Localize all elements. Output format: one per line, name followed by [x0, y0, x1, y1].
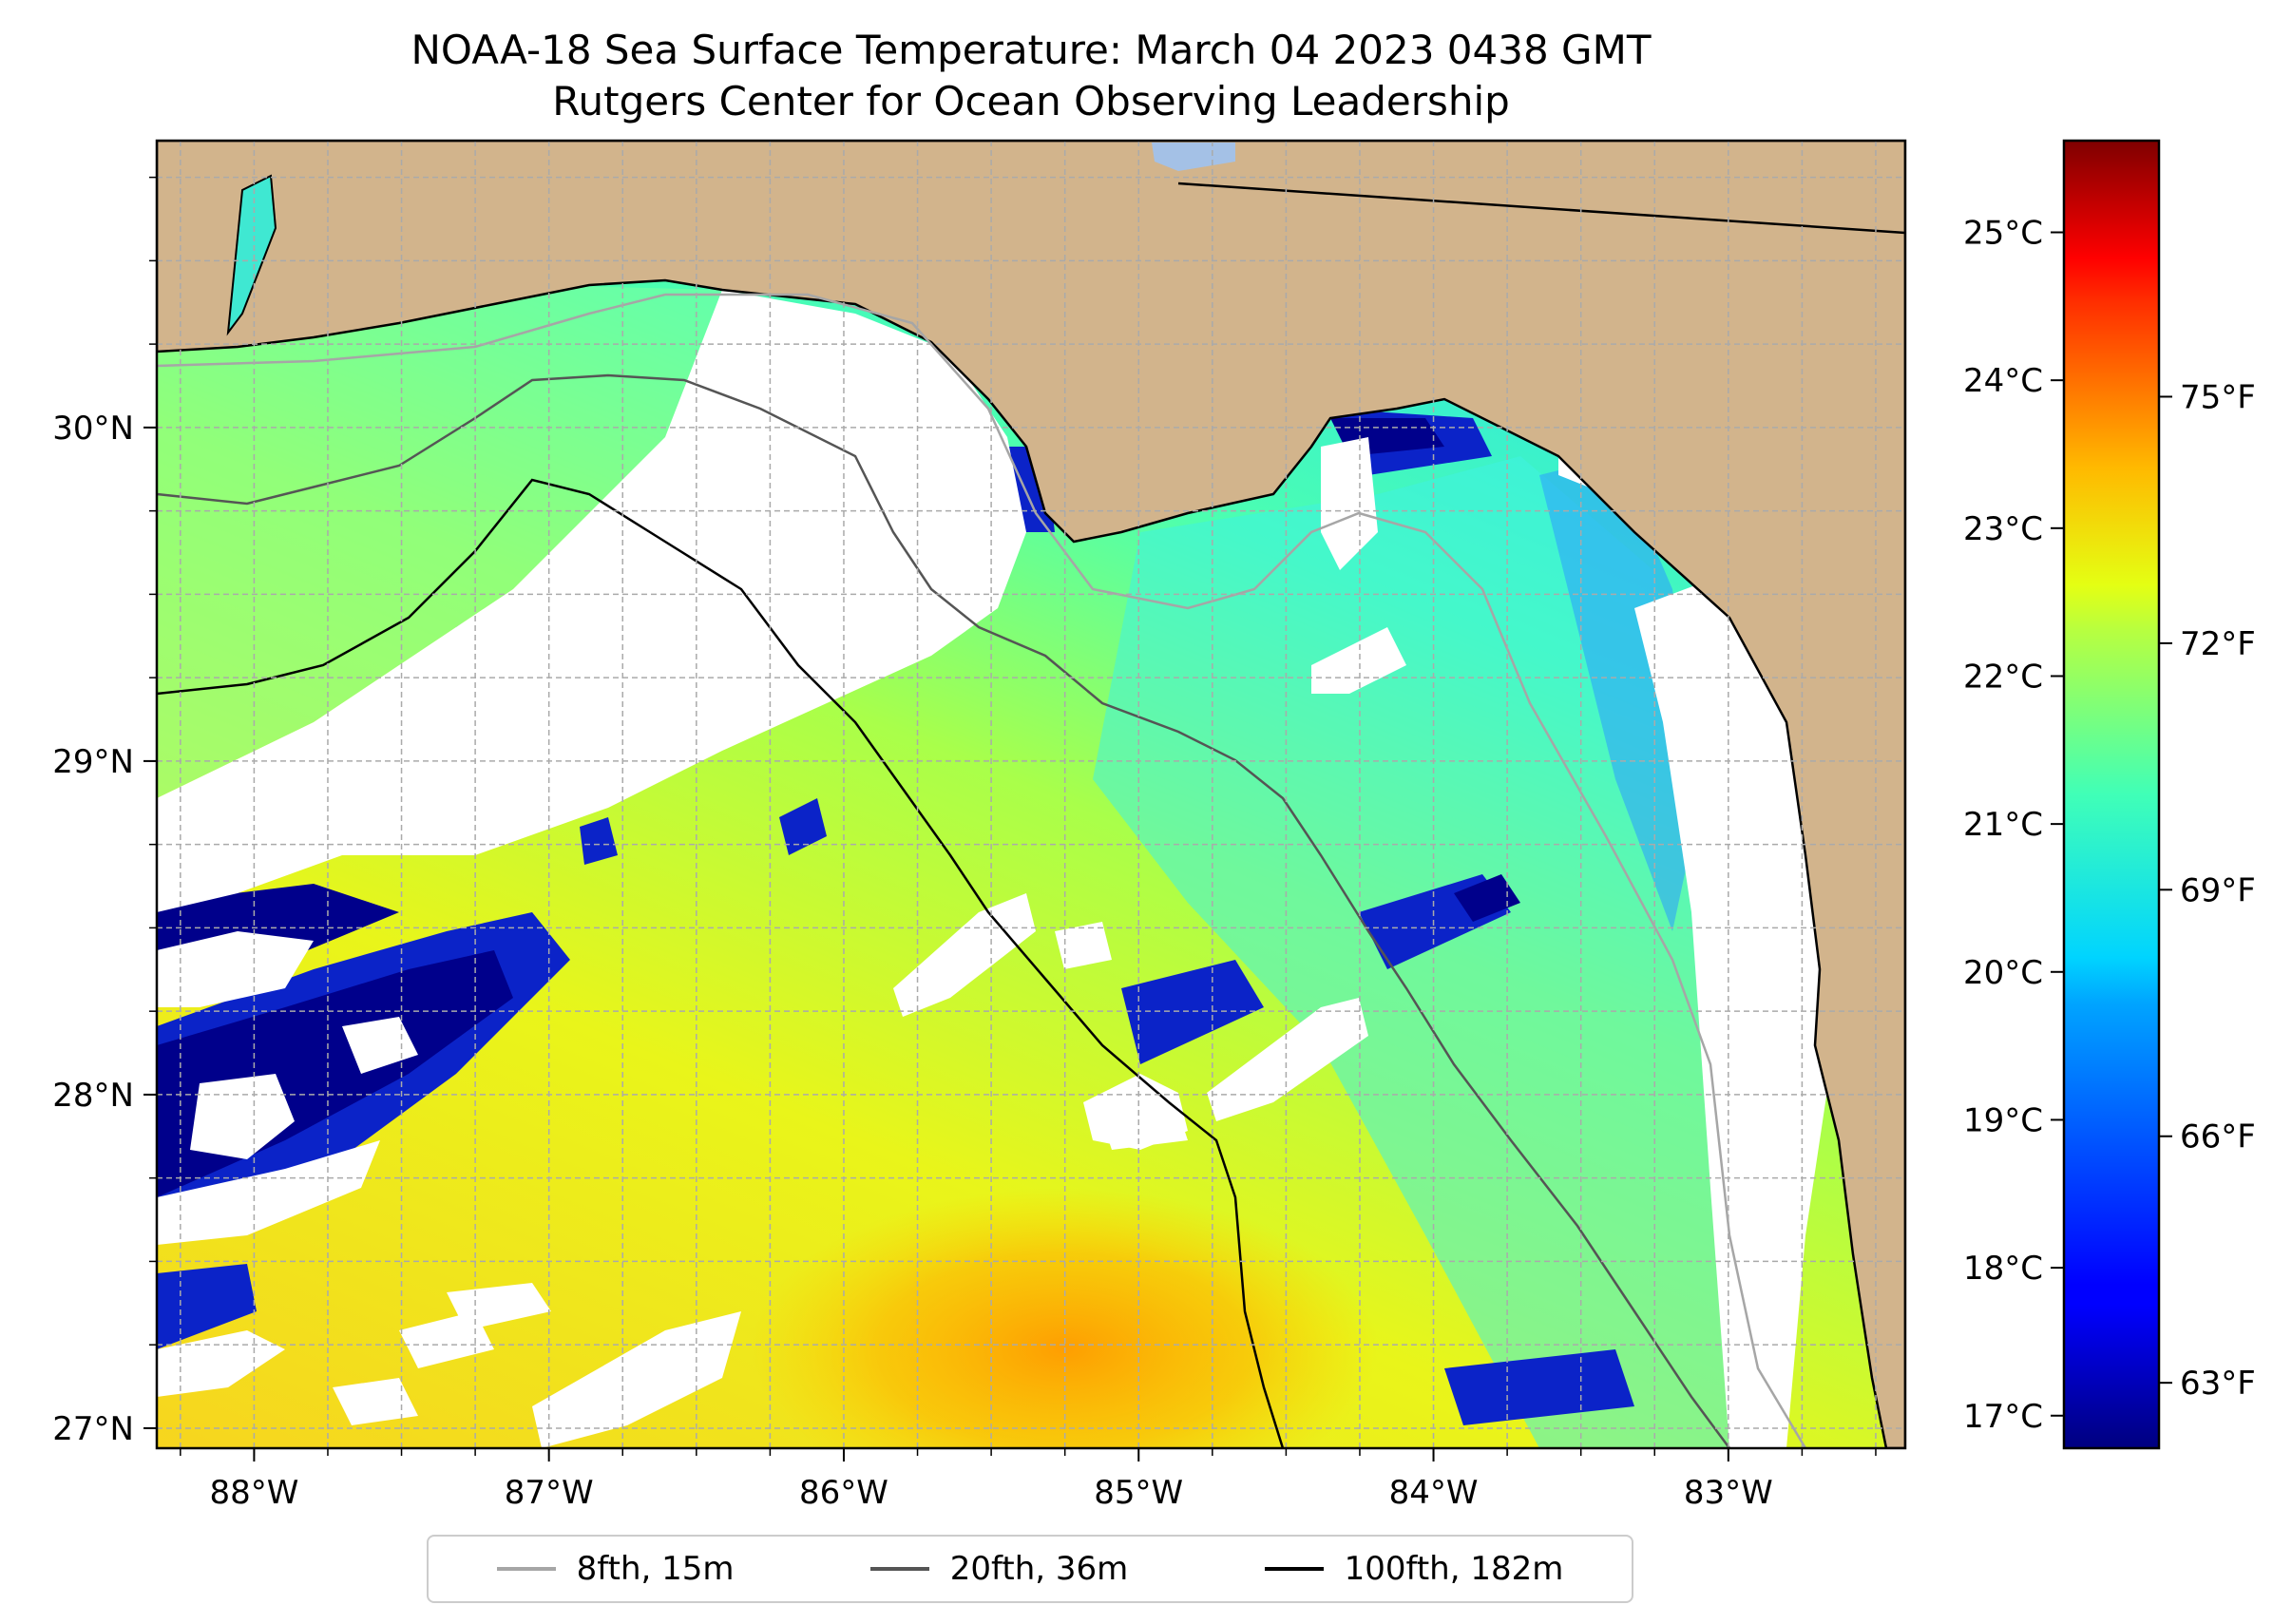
- legend-item: 20fth, 36m: [869, 1550, 1129, 1588]
- lat-tick-label: 27°N: [52, 1410, 134, 1448]
- legend-item: 8fth, 15m: [496, 1550, 735, 1588]
- mobile-bay-water: [226, 174, 277, 336]
- colorbar: 17°C 18°C 19°C 20°C 21°C 22°C 23°C 24°C 25°C 63°…: [1963, 139, 2256, 1450]
- fahrenheit-tick-label: 63°F: [2180, 1365, 2256, 1403]
- celsius-tick-label: 22°C: [1963, 658, 2043, 696]
- warm-water-area: [751, 1188, 1378, 1448]
- legend-label: 100fth, 182m: [1344, 1550, 1564, 1588]
- lon-tick-label: 83°W: [1684, 1474, 1773, 1512]
- legend-label: 20fth, 36m: [949, 1550, 1129, 1588]
- fahrenheit-tick-label: 66°F: [2180, 1118, 2256, 1156]
- celsius-tick-label: 25°C: [1963, 215, 2043, 253]
- legend-line-swatch: [1264, 1567, 1324, 1571]
- state-border-line: [1177, 182, 1905, 235]
- celsius-tick-label: 21°C: [1963, 806, 2043, 844]
- map-title: NOAA-18 Sea Surface Temperature: March 0…: [157, 25, 1905, 127]
- lon-tick-label: 88°W: [209, 1474, 298, 1512]
- isobath-8fth: [157, 293, 1807, 1448]
- celsius-tick-label: 20°C: [1963, 954, 2043, 992]
- nearshore-cool-band: [157, 285, 722, 798]
- lat-tick-label: 30°N: [52, 410, 134, 448]
- lon-tick-label: 85°W: [1094, 1474, 1183, 1512]
- fahrenheit-tick-label: 75°F: [2180, 378, 2256, 416]
- legend-item: 100fth, 182m: [1264, 1550, 1564, 1588]
- title-line-2: Rutgers Center for Ocean Observing Leade…: [552, 78, 1510, 124]
- isobath-100fth: [157, 478, 1285, 1448]
- fahrenheit-tick-label: 69°F: [2180, 871, 2256, 909]
- cold-water-patch: [1539, 456, 1701, 931]
- isobath-20fth: [157, 373, 1731, 1448]
- legend-label: 8fth, 15m: [576, 1550, 735, 1588]
- axis-ticks: 88°W 87°W 86°W 85°W 84°W 83°W 27°N 28°N 29°N 30°N: [52, 176, 1877, 1512]
- lon-tick-label: 84°W: [1389, 1474, 1479, 1512]
- title-line-1: NOAA-18 Sea Surface Temperature: March 0…: [411, 27, 1652, 73]
- celsius-tick-label: 19°C: [1963, 1101, 2043, 1139]
- isobath-legend: 8fth, 15m 20fth, 36m 100fth, 182m: [427, 1535, 1633, 1603]
- colorbar-celsius-scale: 17°C 18°C 19°C 20°C 21°C 22°C 23°C 24°C 25°C: [1963, 215, 2064, 1436]
- lon-tick-label: 86°W: [799, 1474, 888, 1512]
- colorbar-fahrenheit-scale: 63°F 66°F 69°F 72°F 75°F: [2159, 378, 2256, 1403]
- legend-line-swatch: [869, 1567, 929, 1571]
- lat-tick-label: 29°N: [52, 743, 134, 781]
- fahrenheit-tick-label: 72°F: [2180, 625, 2256, 663]
- colorbar-gradient: [2062, 139, 2161, 1450]
- sst-map-area: [157, 141, 1905, 1448]
- legend-line-swatch: [496, 1567, 556, 1571]
- celsius-tick-label: 17°C: [1963, 1398, 2043, 1436]
- map-frame: [155, 139, 1907, 1450]
- lat-tick-label: 28°N: [52, 1077, 134, 1115]
- lon-tick-label: 87°W: [505, 1474, 594, 1512]
- gridlines: [157, 141, 1905, 1448]
- celsius-tick-label: 18°C: [1963, 1250, 2043, 1288]
- celsius-tick-label: 24°C: [1963, 362, 2043, 400]
- celsius-tick-label: 23°C: [1963, 510, 2043, 548]
- land-mass: [157, 141, 1905, 1448]
- inland-lake: [1152, 143, 1235, 171]
